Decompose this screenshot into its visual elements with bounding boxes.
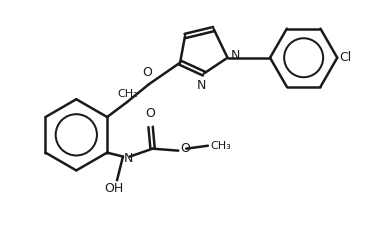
Text: N: N [124, 152, 133, 165]
Text: CH₂: CH₂ [118, 89, 138, 99]
Text: O: O [146, 107, 156, 120]
Text: O: O [143, 66, 153, 79]
Text: CH₃: CH₃ [210, 141, 230, 151]
Text: N: N [197, 79, 206, 92]
Text: OH: OH [105, 182, 124, 195]
Text: O: O [180, 142, 190, 155]
Text: N: N [230, 49, 240, 62]
Text: Cl: Cl [339, 51, 352, 64]
